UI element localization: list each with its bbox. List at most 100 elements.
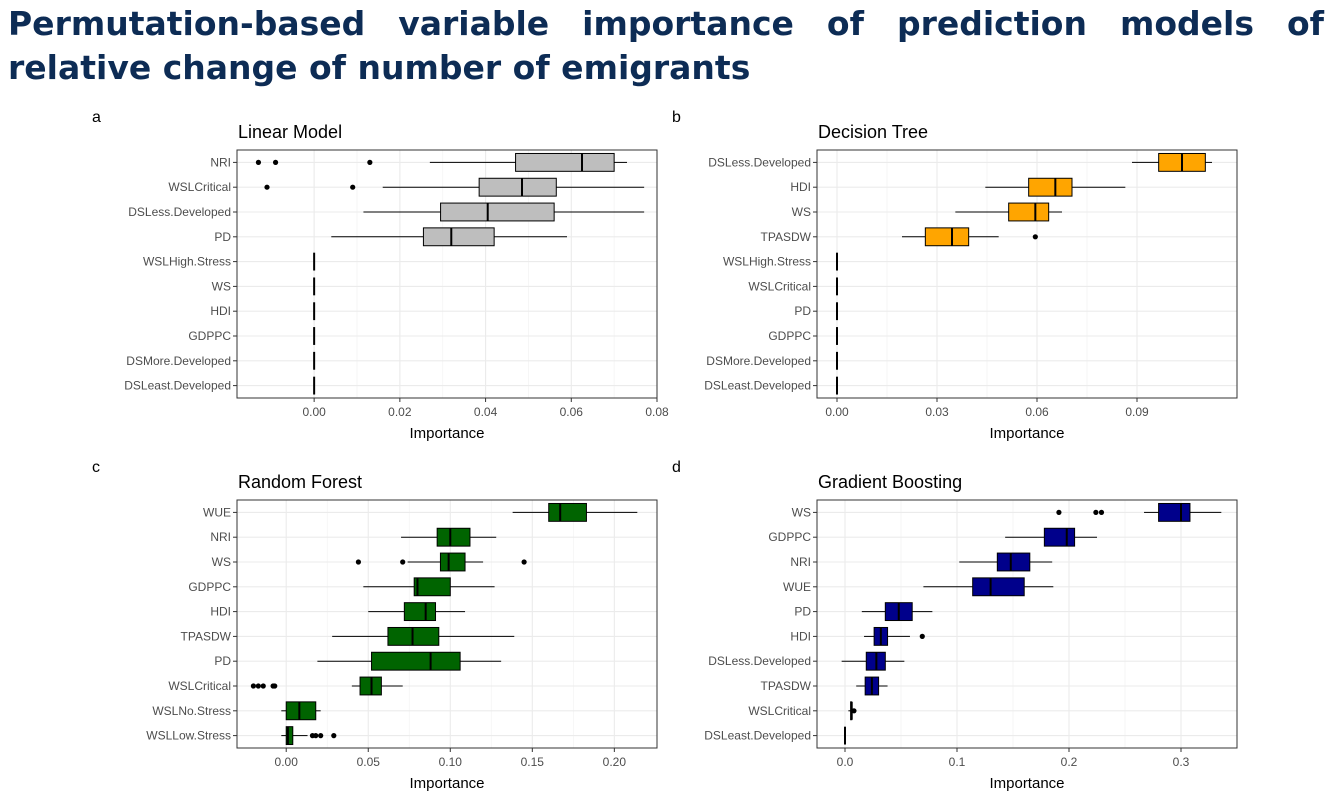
y-tick-label: DSLess.Developed	[128, 205, 231, 219]
box-iqr	[413, 577, 451, 597]
y-tick-label: GDPPC	[768, 530, 811, 544]
panel-tag: b	[672, 109, 681, 126]
x-axis-title: Importance	[409, 425, 484, 442]
box-iqr	[548, 502, 587, 522]
box-iqr	[403, 602, 437, 622]
box-DSLess.Developed	[1132, 152, 1212, 172]
y-tick-label: WSLHigh.Stress	[723, 255, 811, 269]
box-iqr	[924, 227, 970, 247]
outlier-point	[1056, 509, 1062, 515]
panel-border	[236, 499, 658, 749]
y-tick-label: DSLess.Developed	[708, 155, 811, 169]
panel-border	[816, 149, 1238, 399]
y-tick-label: HDI	[790, 180, 811, 194]
outlier-point	[1032, 234, 1038, 240]
panel-a: a Linear Model NRI WSLCritical DSLess.Develo…	[92, 109, 669, 442]
y-tick-label: NRI	[790, 555, 811, 569]
y-tick-label: PD	[794, 304, 811, 318]
x-tick-label: 0.06	[1025, 405, 1049, 419]
x-tick-label: 0.15	[521, 755, 545, 769]
outlier-point	[318, 733, 324, 739]
y-tick-label: DSMore.Developed	[706, 354, 811, 368]
y-tick-label: TPASDW	[761, 230, 812, 244]
box-iqr	[515, 152, 615, 172]
x-tick-label: 0.00	[825, 405, 849, 419]
plot-area	[817, 500, 1237, 748]
y-tick-label: WS	[792, 205, 811, 219]
box-iqr	[285, 701, 317, 721]
plot-area	[237, 150, 657, 398]
box-DSLess.Developed	[841, 651, 905, 671]
panel-border	[236, 149, 658, 399]
box-iqr	[422, 227, 495, 247]
panel-tag: a	[92, 109, 101, 126]
panel-b: b Decision Tree DSLess.Developed HDI WS TPASD…	[672, 109, 1238, 442]
box-WS	[955, 202, 1062, 222]
y-tick-label: HDI	[210, 605, 231, 619]
box-HDI	[985, 177, 1126, 197]
outlier-point	[1098, 509, 1105, 515]
outlier-point	[367, 159, 373, 165]
box-PD	[331, 227, 567, 247]
panel-title: Decision Tree	[818, 122, 928, 142]
y-tick-label: WS	[212, 555, 231, 569]
box-iqr	[371, 651, 461, 671]
y-tick-label: HDI	[790, 629, 811, 643]
box-WUE	[512, 502, 638, 522]
y-tick-label: WSLNo.Stress	[152, 704, 231, 718]
panel-title: Random Forest	[238, 472, 362, 492]
box-WSLLow.Stress	[281, 726, 337, 746]
x-tick-label: 0.06	[560, 405, 584, 419]
y-tick-label: DSLess.Developed	[708, 654, 811, 668]
box-iqr	[478, 177, 557, 197]
x-tick-label: 0.1	[949, 755, 966, 769]
x-axis-title: Importance	[989, 425, 1064, 442]
y-tick-label: DSLeast.Developed	[704, 379, 811, 393]
x-tick-label: 0.0	[837, 755, 854, 769]
y-tick-label: DSMore.Developed	[126, 354, 231, 368]
box-GDPPC	[1005, 527, 1097, 547]
box-WS	[1056, 502, 1222, 522]
outlier-point	[355, 559, 362, 565]
page-title: Permutation-based variable importance of…	[8, 4, 1324, 87]
box-GDPPC	[363, 577, 495, 597]
y-tick-label: TPASDW	[761, 679, 812, 693]
outlier-point	[264, 184, 270, 190]
y-tick-label: WSLCritical	[748, 279, 811, 293]
y-tick-label: PD	[214, 654, 231, 668]
panel-border	[816, 499, 1238, 749]
y-tick-label: NRI	[210, 530, 231, 544]
x-tick-label: 0.08	[645, 405, 669, 419]
y-tick-label: GDPPC	[188, 329, 231, 343]
panel-c: c Random Forest WUE NRI WS GDPPC HDI TPASDW PD WS…	[92, 459, 658, 792]
box-iqr	[285, 726, 294, 746]
y-tick-label: DSLeast.Developed	[124, 379, 231, 393]
y-tick-label: GDPPC	[768, 329, 811, 343]
y-tick-label: WSLLow.Stress	[146, 729, 231, 743]
box-TPASDW	[902, 227, 1038, 247]
outlier-point	[331, 733, 337, 739]
box-HDI	[368, 602, 466, 622]
x-tick-label: 0.3	[1173, 755, 1190, 769]
box-NRI	[959, 552, 1053, 572]
x-tick-label: 0.00	[302, 405, 326, 419]
box-iqr	[440, 202, 555, 222]
x-axis-title: Importance	[409, 775, 484, 792]
box-PD	[861, 602, 933, 622]
box-WUE	[923, 577, 1054, 597]
y-tick-label: WUE	[203, 505, 231, 519]
outlier-point	[255, 683, 261, 689]
panel-tag: c	[92, 459, 100, 476]
box-iqr	[1158, 502, 1191, 522]
outlier-point	[260, 683, 266, 689]
x-tick-label: 0.03	[925, 405, 949, 419]
y-tick-label: WUE	[783, 580, 811, 594]
box-WS	[355, 552, 527, 572]
box-PD	[317, 651, 502, 671]
y-tick-label: WSLCritical	[168, 679, 231, 693]
y-tick-label: TPASDW	[181, 629, 232, 643]
outlier-point	[521, 559, 527, 565]
y-tick-label: WSLCritical	[168, 180, 231, 194]
x-tick-label: 0.20	[603, 755, 627, 769]
y-tick-label: GDPPC	[188, 580, 231, 594]
